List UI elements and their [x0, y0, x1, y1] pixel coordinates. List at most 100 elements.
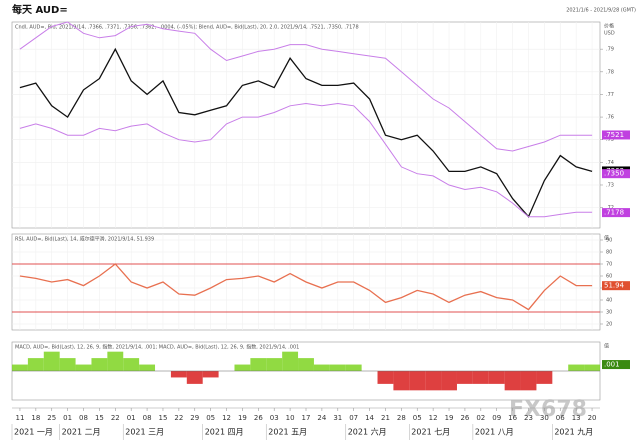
y-tick-label: 90	[606, 238, 612, 244]
macd-bar	[584, 364, 600, 371]
x-tick-label: 07	[349, 414, 358, 422]
x-tick-label: 03	[270, 414, 279, 422]
y-tick-label: 60	[606, 274, 612, 280]
x-tick-label: 28	[397, 414, 406, 422]
month-label: 2021 三月	[125, 428, 164, 437]
y-tick-label: .78	[606, 69, 614, 75]
x-tick-label: 31	[333, 414, 342, 422]
series-line	[19, 263, 593, 311]
panel-legend: Cndl, AUD=, Bid, 2021/9/14, .7366, .7371…	[15, 25, 359, 31]
series-line	[19, 102, 593, 218]
y-tick-label: 40	[606, 298, 612, 304]
x-tick-label: 08	[79, 414, 88, 422]
y-tick-label: .74	[606, 160, 614, 166]
x-tick-label: 25	[47, 414, 56, 422]
value-tag	[602, 130, 630, 140]
macd-bar	[202, 371, 219, 378]
macd-bar	[43, 351, 60, 371]
macd-bar	[91, 358, 108, 371]
macd-bar	[393, 371, 410, 391]
x-tick-label: 17	[302, 414, 311, 422]
watermark: FX678	[509, 397, 587, 422]
x-tick-label: 22	[174, 414, 183, 422]
panel-legend: RSI, AUD=, Bid(Last), 14, 威尔德平滑, 2021/9/…	[15, 236, 154, 243]
x-tick-label: 05	[206, 414, 215, 422]
x-tick-label: 12	[222, 414, 231, 422]
axis-label: 值	[604, 343, 609, 350]
x-tick-label: 12	[429, 414, 438, 422]
x-tick-label: 19	[445, 414, 454, 422]
macd-bar	[170, 371, 187, 378]
x-tick-label: 10	[286, 414, 295, 422]
month-label: 2021 一月	[14, 428, 53, 437]
macd-bar	[313, 364, 330, 371]
y-tick-label: .75	[606, 137, 614, 143]
axis-unit: USD	[604, 31, 615, 37]
x-tick-label: 16	[508, 414, 517, 422]
x-tick-label: 29	[190, 414, 199, 422]
date-range: 2021/1/6 - 2021/9/28 (GMT)	[566, 8, 636, 14]
x-tick-label: 09	[492, 414, 501, 422]
macd-bar	[520, 371, 537, 391]
macd-bar	[266, 358, 283, 371]
macd-bar	[409, 371, 426, 391]
x-tick-label: 23	[524, 414, 533, 422]
macd-bar	[329, 364, 346, 371]
x-tick-label: 08	[143, 414, 152, 422]
y-tick-label: .77	[606, 92, 614, 98]
macd-bar	[59, 358, 76, 371]
value-tag-label: .7521	[604, 131, 624, 139]
macd-bar	[139, 364, 156, 371]
macd-bar	[250, 358, 267, 371]
x-tick-label: 01	[127, 414, 136, 422]
x-tick-label: 13	[572, 414, 581, 422]
panel-legend: MACD, AUD=, Bid(Last), 12, 26, 9, 指数, 20…	[15, 344, 299, 351]
axis-label: 值	[604, 235, 609, 242]
month-label: 2021 四月	[205, 428, 244, 437]
y-tick-label: .73	[606, 182, 614, 188]
x-tick-label: 15	[95, 414, 104, 422]
month-label: 2021 二月	[62, 428, 101, 437]
x-tick-label: 30	[540, 414, 549, 422]
x-tick-label: 02	[476, 414, 485, 422]
value-tag-label: 51.94	[604, 282, 625, 290]
y-tick-label: 80	[606, 250, 612, 256]
macd-bar	[282, 351, 299, 371]
x-tick-label: 01	[63, 414, 72, 422]
value-tag-label: .7350	[604, 170, 624, 178]
macd-bar	[441, 371, 457, 391]
macd-bar	[27, 358, 44, 371]
month-label: 2021 七月	[411, 428, 450, 437]
x-tick-label: 19	[238, 414, 247, 422]
x-tick-label: 15	[159, 414, 168, 422]
month-label: 2021 八月	[475, 428, 514, 437]
macd-bar	[472, 371, 489, 384]
series-line	[19, 21, 593, 152]
value-tag	[602, 360, 630, 370]
month-label: 2021 六月	[348, 427, 387, 437]
macd-bar	[536, 371, 553, 384]
value-tag-label: .7178	[604, 209, 624, 217]
x-tick-label: 26	[254, 414, 263, 422]
x-tick-label: 22	[111, 414, 120, 422]
month-label: 2021 九月	[554, 428, 593, 437]
value-tag	[602, 169, 630, 179]
x-tick-label: 06	[556, 414, 565, 422]
y-tick-label: .76	[606, 115, 614, 121]
value-tag	[602, 281, 630, 291]
macd-bar	[568, 364, 585, 371]
macd-bar	[12, 364, 28, 371]
macd-bar	[425, 371, 442, 391]
page-title: 每天 AUD=	[12, 3, 68, 16]
axis-label: 价格	[604, 23, 614, 30]
x-tick-label: 21	[381, 414, 390, 422]
macd-bar	[186, 371, 203, 384]
y-tick-label: 30	[606, 310, 612, 316]
macd-bar	[234, 364, 251, 371]
month-label: 2021 五月	[268, 428, 307, 437]
x-tick-label: 26	[460, 414, 469, 422]
macd-bar	[107, 351, 124, 371]
x-tick-label: 20	[588, 414, 597, 422]
macd-bar	[345, 364, 362, 371]
